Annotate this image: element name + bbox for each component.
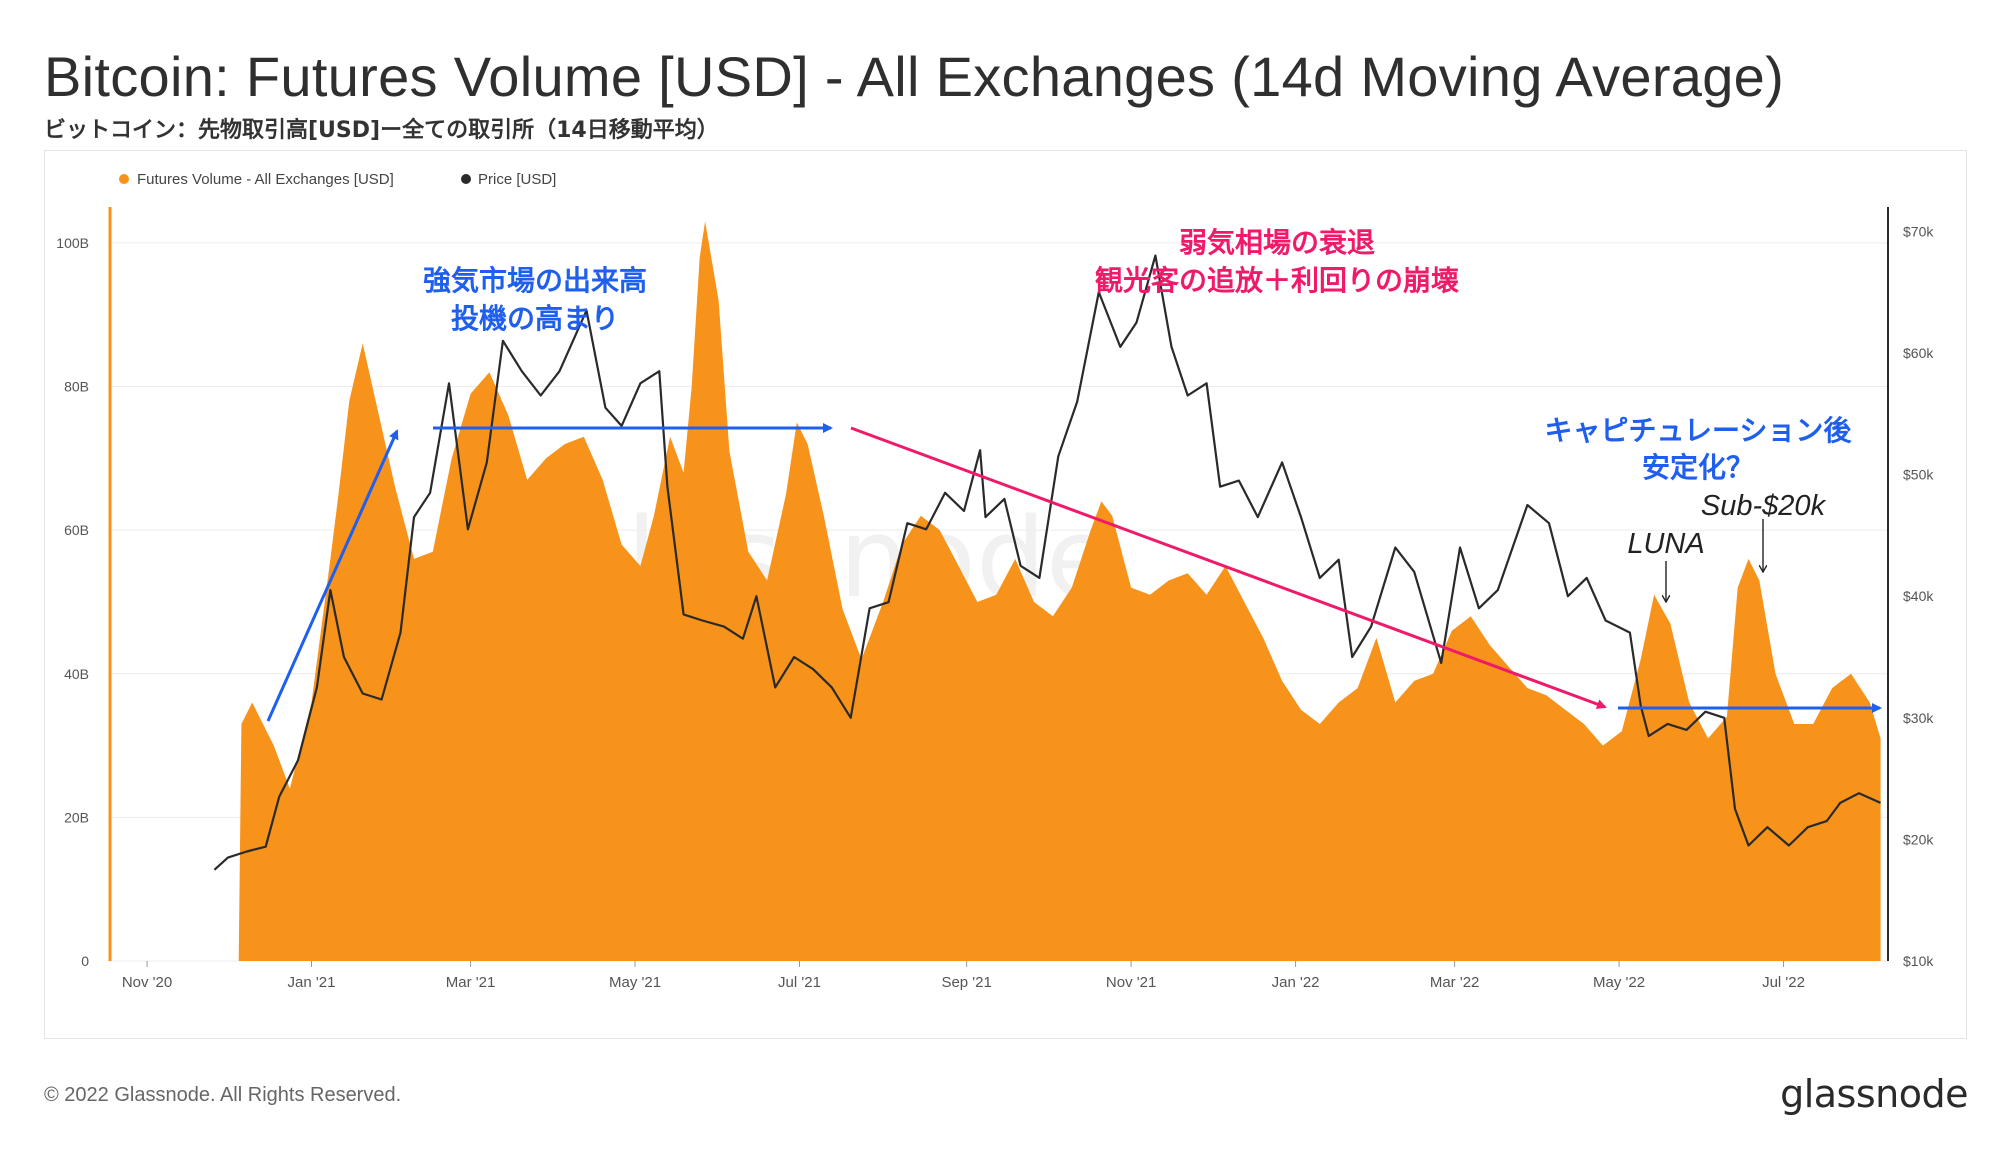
left-tick-label: 40B <box>64 666 89 682</box>
right-tick-label: $60k <box>1903 345 1934 361</box>
right-tick-label: $70k <box>1903 223 1934 239</box>
left-tick-label: 100B <box>56 235 89 251</box>
right-tick-label: $30k <box>1903 710 1934 726</box>
x-tick-label: Jan '21 <box>288 974 336 991</box>
legend-price-swatch[interactable] <box>461 174 471 184</box>
bear-annotation: 弱気相場の衰退観光客の追放＋利回りの崩壊 <box>1095 226 1459 297</box>
bull-rise-arrow <box>266 429 399 722</box>
sub20k-annotation: Sub-$20k <box>1701 490 1827 522</box>
left-tick-label: 80B <box>64 379 89 395</box>
left-axis-ticks: 0 20B 40B 60B 80B 100B <box>56 235 89 969</box>
right-tick-label: $40k <box>1903 588 1934 604</box>
futures-volume-chart: Futures Volume - All Exchanges [USD] Pri… <box>56 171 1934 991</box>
volume-area-layer <box>238 221 1881 961</box>
x-tick-label: Nov '20 <box>122 974 172 991</box>
chart-panel: Futures Volume - All Exchanges [USD] Pri… <box>44 150 1967 1039</box>
x-tick-label: Jul '22 <box>1762 974 1805 991</box>
x-tick-label: Nov '21 <box>1106 974 1156 991</box>
x-tick-label: May '21 <box>609 974 661 991</box>
bull-annotation: 強気市場の出来高投機の高まり <box>423 264 647 335</box>
volume-area <box>238 221 1881 961</box>
left-tick-label: 60B <box>64 522 89 538</box>
right-tick-label: $20k <box>1903 831 1934 847</box>
page-title: Bitcoin: Futures Volume [USD] - All Exch… <box>44 45 1785 108</box>
left-tick-label: 0 <box>81 953 89 969</box>
right-tick-label: $50k <box>1903 467 1934 483</box>
luna-annotation: LUNA <box>1627 528 1704 560</box>
x-tick-label: Sep '21 <box>941 974 991 991</box>
x-tick-label: Jan '22 <box>1272 974 1320 991</box>
price-line <box>213 254 1882 871</box>
copyright-footer: © 2022 Glassnode. All Rights Reserved. <box>44 1084 402 1106</box>
left-tick-label: 20B <box>64 809 89 825</box>
page-subtitle: ビットコイン：先物取引高[USD]ー全ての取引所（14日移動平均） <box>44 118 719 143</box>
legend-volume-label[interactable]: Futures Volume - All Exchanges [USD] <box>137 171 394 188</box>
x-axis-ticks: Nov '20 Jan '21 Mar '21 May '21 Jul '21 Sep '… <box>122 961 1805 991</box>
legend-price-label[interactable]: Price [USD] <box>478 171 556 188</box>
bear-decline-arrow <box>850 426 1607 709</box>
right-axis-ticks: $10k $20k $30k $40k $50k $60k $70k <box>1903 223 1934 969</box>
x-tick-label: Jul '21 <box>778 974 821 991</box>
price-line-layer <box>213 254 1882 871</box>
x-tick-label: Mar '22 <box>1430 974 1480 991</box>
right-tick-label: $10k <box>1903 953 1934 969</box>
legend-volume-swatch[interactable] <box>119 174 129 184</box>
stabilization-annotation: キャピチュレーション後安定化？ <box>1545 414 1853 484</box>
glassnode-logo: glassnode <box>1780 1072 1968 1116</box>
x-tick-label: May '22 <box>1593 974 1645 991</box>
x-tick-label: Mar '21 <box>446 974 496 991</box>
